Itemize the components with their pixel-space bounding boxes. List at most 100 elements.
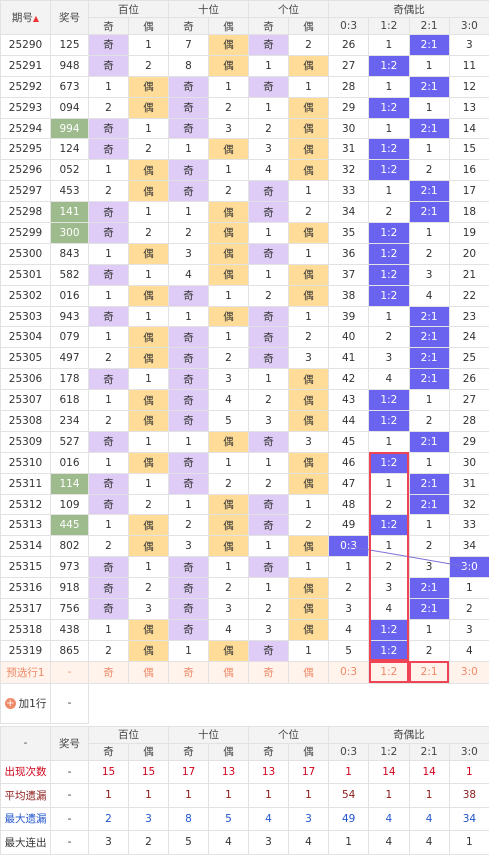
miss-count: 35 — [327, 222, 370, 244]
sort-icon[interactable]: ▲ — [32, 14, 40, 23]
miss-count: 1 — [248, 451, 289, 474]
trend-table: 期号▲ 奖号 百位 十位 个位 奇偶比奇偶奇偶奇偶 0:3 1:2 2:1 3:0 25290 125… — [0, 0, 489, 724]
miss-count: 1 — [288, 180, 329, 203]
miss-count: 1 — [128, 430, 169, 453]
draw-number: 052 — [50, 159, 89, 182]
miss-count: 31 — [448, 472, 489, 495]
hit-cell: 偶 — [128, 535, 169, 558]
issue-header[interactable]: 期号▲ — [0, 0, 51, 35]
hit-cell: 奇 — [248, 639, 289, 662]
draw-number: 445 — [50, 514, 89, 537]
draw-number: 618 — [50, 389, 89, 412]
hit-cell: 2:1 — [408, 472, 450, 495]
sub-header: 奇 — [248, 17, 289, 35]
miss-count: 2 — [368, 556, 410, 579]
miss-count: 1 — [168, 201, 209, 224]
miss-count: 1 — [368, 180, 410, 203]
issue: 25291 — [0, 54, 51, 77]
draw-number: 094 — [50, 96, 89, 119]
miss-count: 2 — [88, 535, 129, 558]
issue: 25290 — [0, 34, 51, 56]
hit-cell: 2:1 — [408, 201, 450, 224]
stat-value: 14 — [368, 759, 410, 785]
miss-count: 1 — [88, 75, 129, 98]
preselect-cell[interactable]: 偶 — [288, 660, 329, 684]
hit-cell: 偶 — [208, 138, 249, 161]
group-header: 奇偶比 — [328, 0, 489, 18]
preselect-cell[interactable]: 1:2 — [368, 660, 410, 684]
data-row: 25318 438 1 偶奇 4 3 偶 4 1:2 1 3 — [0, 618, 489, 641]
hit-cell: 偶 — [128, 410, 169, 432]
miss-count: 33 — [327, 180, 370, 203]
hit-cell: 1:2 — [368, 138, 410, 161]
miss-count: 1 — [208, 75, 249, 98]
plus-icon[interactable]: + — [4, 698, 16, 710]
stat-row: 最大遗漏 -2 3 8 5 4 3 49 4 4 34 — [0, 806, 489, 832]
data-row: 25302 016 1 偶奇 1 2 偶 38 1:2 4 22 — [0, 284, 489, 307]
miss-count: 47 — [327, 472, 370, 495]
group-header: 百位 — [88, 0, 169, 18]
stat-value: 1 — [408, 783, 450, 808]
draw-number: 141 — [50, 201, 89, 224]
data-row: 25300 843 1 偶 3 偶奇 1 36 1:2 2 20 — [0, 242, 489, 265]
hit-cell: 2:1 — [408, 75, 450, 98]
miss-count: 14 — [448, 117, 489, 140]
miss-count: 3 — [288, 430, 329, 453]
miss-count: 3 — [408, 556, 450, 579]
miss-count: 4 — [448, 639, 489, 662]
miss-count: 19 — [448, 222, 489, 244]
miss-count: 2 — [288, 326, 329, 349]
preselect-cell[interactable]: 偶 — [128, 660, 169, 684]
hit-cell: 偶 — [208, 34, 249, 56]
issue: 25299 — [0, 222, 51, 244]
preselect-cell[interactable]: 0:3 — [327, 660, 370, 684]
hit-cell: 2:1 — [408, 577, 450, 600]
hit-cell: 奇 — [88, 556, 129, 579]
issue: 25312 — [0, 493, 51, 516]
miss-count: 26 — [327, 34, 370, 56]
miss-count: 1 — [408, 389, 450, 412]
preselect-cell[interactable]: 偶 — [208, 660, 249, 684]
miss-count: 2 — [208, 472, 249, 495]
preselect-cell[interactable]: 奇 — [88, 660, 129, 684]
hit-cell: 偶 — [288, 577, 329, 600]
hit-cell: 偶 — [288, 451, 329, 474]
miss-count: 2 — [408, 410, 450, 432]
hit-cell: 偶 — [128, 326, 169, 349]
preselect-cell[interactable]: 3:0 — [448, 660, 489, 684]
miss-count: 3 — [168, 242, 209, 265]
miss-count: 43 — [327, 389, 370, 412]
draw-number: 865 — [50, 639, 89, 662]
miss-count: 2 — [248, 389, 289, 412]
miss-count: 30 — [327, 117, 370, 140]
hit-cell: 偶 — [128, 389, 169, 412]
miss-count: 22 — [448, 284, 489, 307]
miss-count: 1 — [248, 577, 289, 600]
miss-count: 24 — [448, 326, 489, 349]
sub-header: 偶 — [208, 17, 249, 35]
stat-value: 4 — [208, 830, 249, 855]
miss-count: 3 — [448, 618, 489, 641]
issue: 25294 — [0, 117, 51, 140]
hit-cell: 偶 — [288, 284, 329, 307]
miss-count: 1 — [88, 618, 129, 641]
hit-cell: 1:2 — [368, 451, 410, 474]
preselect-cell[interactable]: 2:1 — [408, 660, 450, 684]
sub-header: 偶 — [128, 17, 169, 35]
miss-count: 5 — [327, 639, 370, 662]
stat-value: 54 — [327, 783, 370, 808]
add-row-button[interactable]: + 加1行 — [0, 682, 51, 724]
miss-count: 2 — [88, 410, 129, 432]
preselect-cell[interactable]: 奇 — [168, 660, 209, 684]
stat-value: 17 — [288, 759, 329, 785]
hit-cell: 奇 — [168, 451, 209, 474]
miss-count: 3 — [408, 263, 450, 286]
miss-count: 4 — [168, 263, 209, 286]
header-row: - 奖号 百位 十位 个位 奇偶比 — [0, 725, 489, 761]
draw-number: 438 — [50, 618, 89, 641]
miss-count: 2 — [128, 577, 169, 600]
hit-cell: 奇 — [248, 34, 289, 56]
draw-number: 918 — [50, 577, 89, 600]
hit-cell: 偶 — [208, 263, 249, 286]
preselect-cell[interactable]: 奇 — [248, 660, 289, 684]
